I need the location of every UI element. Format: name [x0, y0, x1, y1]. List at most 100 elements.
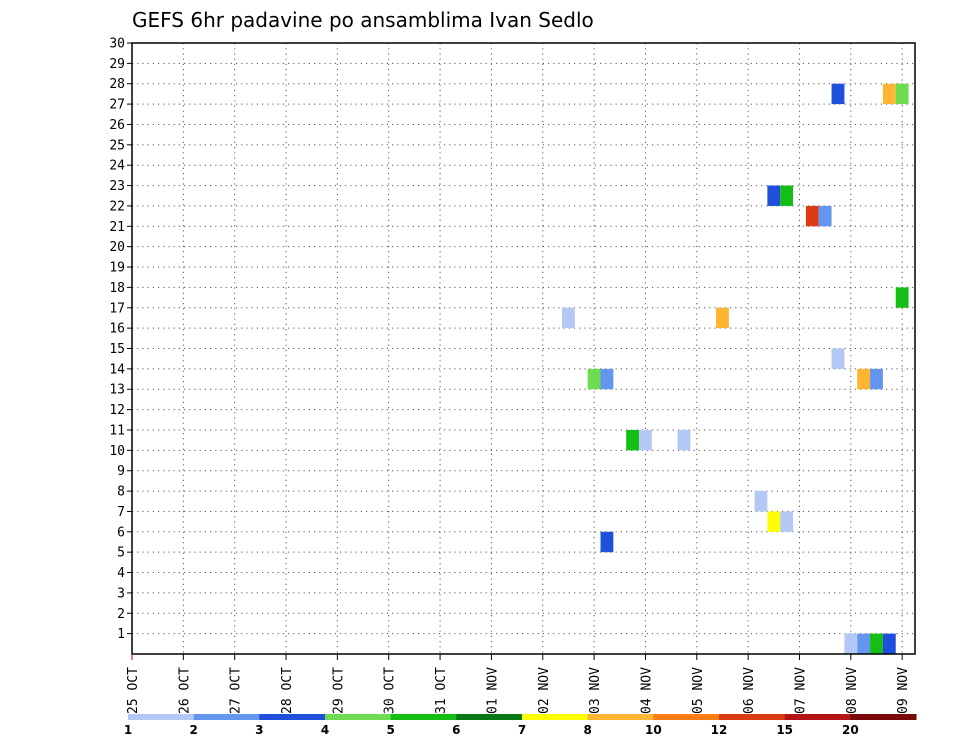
colorbar-swatch	[325, 714, 392, 720]
colorbar-label: 1	[124, 723, 132, 737]
precip-cell	[831, 348, 845, 369]
colorbar-swatch	[653, 714, 720, 720]
y-tick-label: 1	[117, 627, 125, 642]
precip-cell	[882, 633, 896, 654]
y-tick-label: 22	[109, 199, 125, 214]
precip-cell	[626, 429, 640, 451]
y-tick-label: 20	[109, 240, 125, 255]
x-tick-label: 29 OCT	[331, 667, 346, 714]
y-tick-label: 16	[109, 322, 125, 337]
colorbar-swatch	[522, 714, 589, 720]
x-tick-label: 30 OCT	[383, 667, 398, 714]
colorbar-label: 6	[452, 723, 460, 737]
colorbar-swatch	[784, 714, 851, 720]
precip-cell	[870, 368, 883, 390]
precip-cell	[677, 429, 691, 451]
precip-cell	[600, 368, 614, 390]
colorbar-label: 8	[583, 723, 591, 737]
precip-cell	[895, 83, 909, 105]
y-tick-label: 14	[109, 362, 125, 377]
y-tick-label: 19	[109, 261, 125, 276]
colorbar-label: 20	[842, 723, 859, 737]
precipitation-cells	[562, 83, 909, 654]
precip-cell	[857, 633, 871, 654]
y-tick-label: 15	[109, 342, 125, 357]
y-tick-label: 11	[109, 423, 125, 438]
y-tick-label: 27	[109, 98, 125, 113]
precip-cell	[882, 83, 896, 105]
precip-cell	[600, 531, 614, 553]
colorbar-label: 10	[645, 723, 662, 737]
x-tick-label: 04 NOV	[639, 667, 654, 714]
precip-cell	[870, 633, 883, 654]
colorbar-swatch	[128, 714, 195, 720]
y-tick-label: 8	[117, 485, 125, 500]
y-tick-label: 10	[109, 444, 125, 459]
x-tick-label: 26 OCT	[177, 667, 192, 714]
colorbar-swatch	[390, 714, 457, 720]
colorbar-label: 2	[189, 723, 197, 737]
precip-cell	[767, 511, 781, 532]
grid	[132, 42, 915, 654]
precip-cell	[818, 205, 832, 227]
colorbar-swatch	[259, 714, 326, 720]
precip-cell	[857, 368, 871, 390]
colorbar-swatch	[456, 714, 523, 720]
y-tick-label: 24	[109, 159, 125, 174]
y-tick-label: 3	[117, 586, 125, 601]
y-tick-label: 26	[109, 118, 125, 133]
precip-cell	[780, 185, 794, 206]
x-tick-label: 01 NOV	[485, 667, 500, 714]
y-axis: 1234567891011121314151617181920212223242…	[109, 37, 132, 642]
precip-cell	[716, 307, 729, 329]
y-tick-label: 21	[109, 220, 125, 235]
precip-cell	[587, 368, 601, 390]
colorbar: 1 2 3 4 5 6 7 8 10 12 15 20	[124, 714, 917, 737]
x-tick-label: 28 OCT	[280, 667, 295, 714]
y-tick-label: 30	[109, 37, 125, 52]
colorbar-label: 5	[386, 723, 394, 737]
plot-frame	[131, 42, 916, 655]
y-tick-label: 9	[117, 464, 125, 479]
y-tick-label: 17	[109, 301, 125, 316]
y-tick-label: 18	[109, 281, 125, 296]
colorbar-swatch	[850, 714, 917, 720]
y-tick-label: 13	[109, 383, 125, 398]
x-tick-label: 25 OCT	[126, 667, 141, 714]
y-tick-label: 25	[109, 138, 125, 153]
colorbar-label: 12	[711, 723, 728, 737]
colorbar-label: 3	[255, 723, 263, 737]
colorbar-swatch	[587, 714, 654, 720]
precip-cell	[895, 287, 909, 308]
y-tick-label: 4	[117, 566, 125, 581]
y-tick-label: 12	[109, 403, 125, 418]
y-tick-label: 7	[117, 505, 125, 520]
x-tick-label: 08 NOV	[845, 667, 860, 714]
y-tick-label: 28	[109, 77, 125, 92]
precip-cell	[639, 429, 652, 451]
precip-cell	[805, 205, 819, 227]
chart-title: GEFS 6hr padavine po ansamblima Ivan Sed…	[132, 8, 594, 32]
precip-cell	[780, 511, 794, 532]
precip-cell	[831, 83, 845, 105]
y-tick-label: 5	[117, 546, 125, 561]
x-tick-label: 02 NOV	[537, 667, 552, 714]
colorbar-swatch	[719, 714, 786, 720]
y-tick-label: 23	[109, 179, 125, 194]
precip-cell	[844, 633, 858, 654]
x-tick-label: 09 NOV	[896, 667, 911, 714]
colorbar-label: 15	[776, 723, 793, 737]
colorbar-label: 4	[321, 723, 329, 737]
colorbar-label: 7	[518, 723, 526, 737]
precip-cell	[767, 185, 781, 206]
x-tick-label: 31 OCT	[434, 667, 449, 714]
precip-cell	[562, 307, 575, 329]
colorbar-swatch	[193, 714, 260, 720]
x-tick-label: 07 NOV	[793, 667, 808, 714]
precip-cell	[754, 491, 768, 512]
y-tick-label: 29	[109, 57, 125, 72]
y-tick-label: 2	[117, 607, 125, 622]
x-axis: 25 OCT 26 OCT 27 OCT 28 OCT 29 OCT 30 OCT 31 O…	[126, 654, 911, 714]
x-tick-label: 05 NOV	[691, 667, 706, 714]
